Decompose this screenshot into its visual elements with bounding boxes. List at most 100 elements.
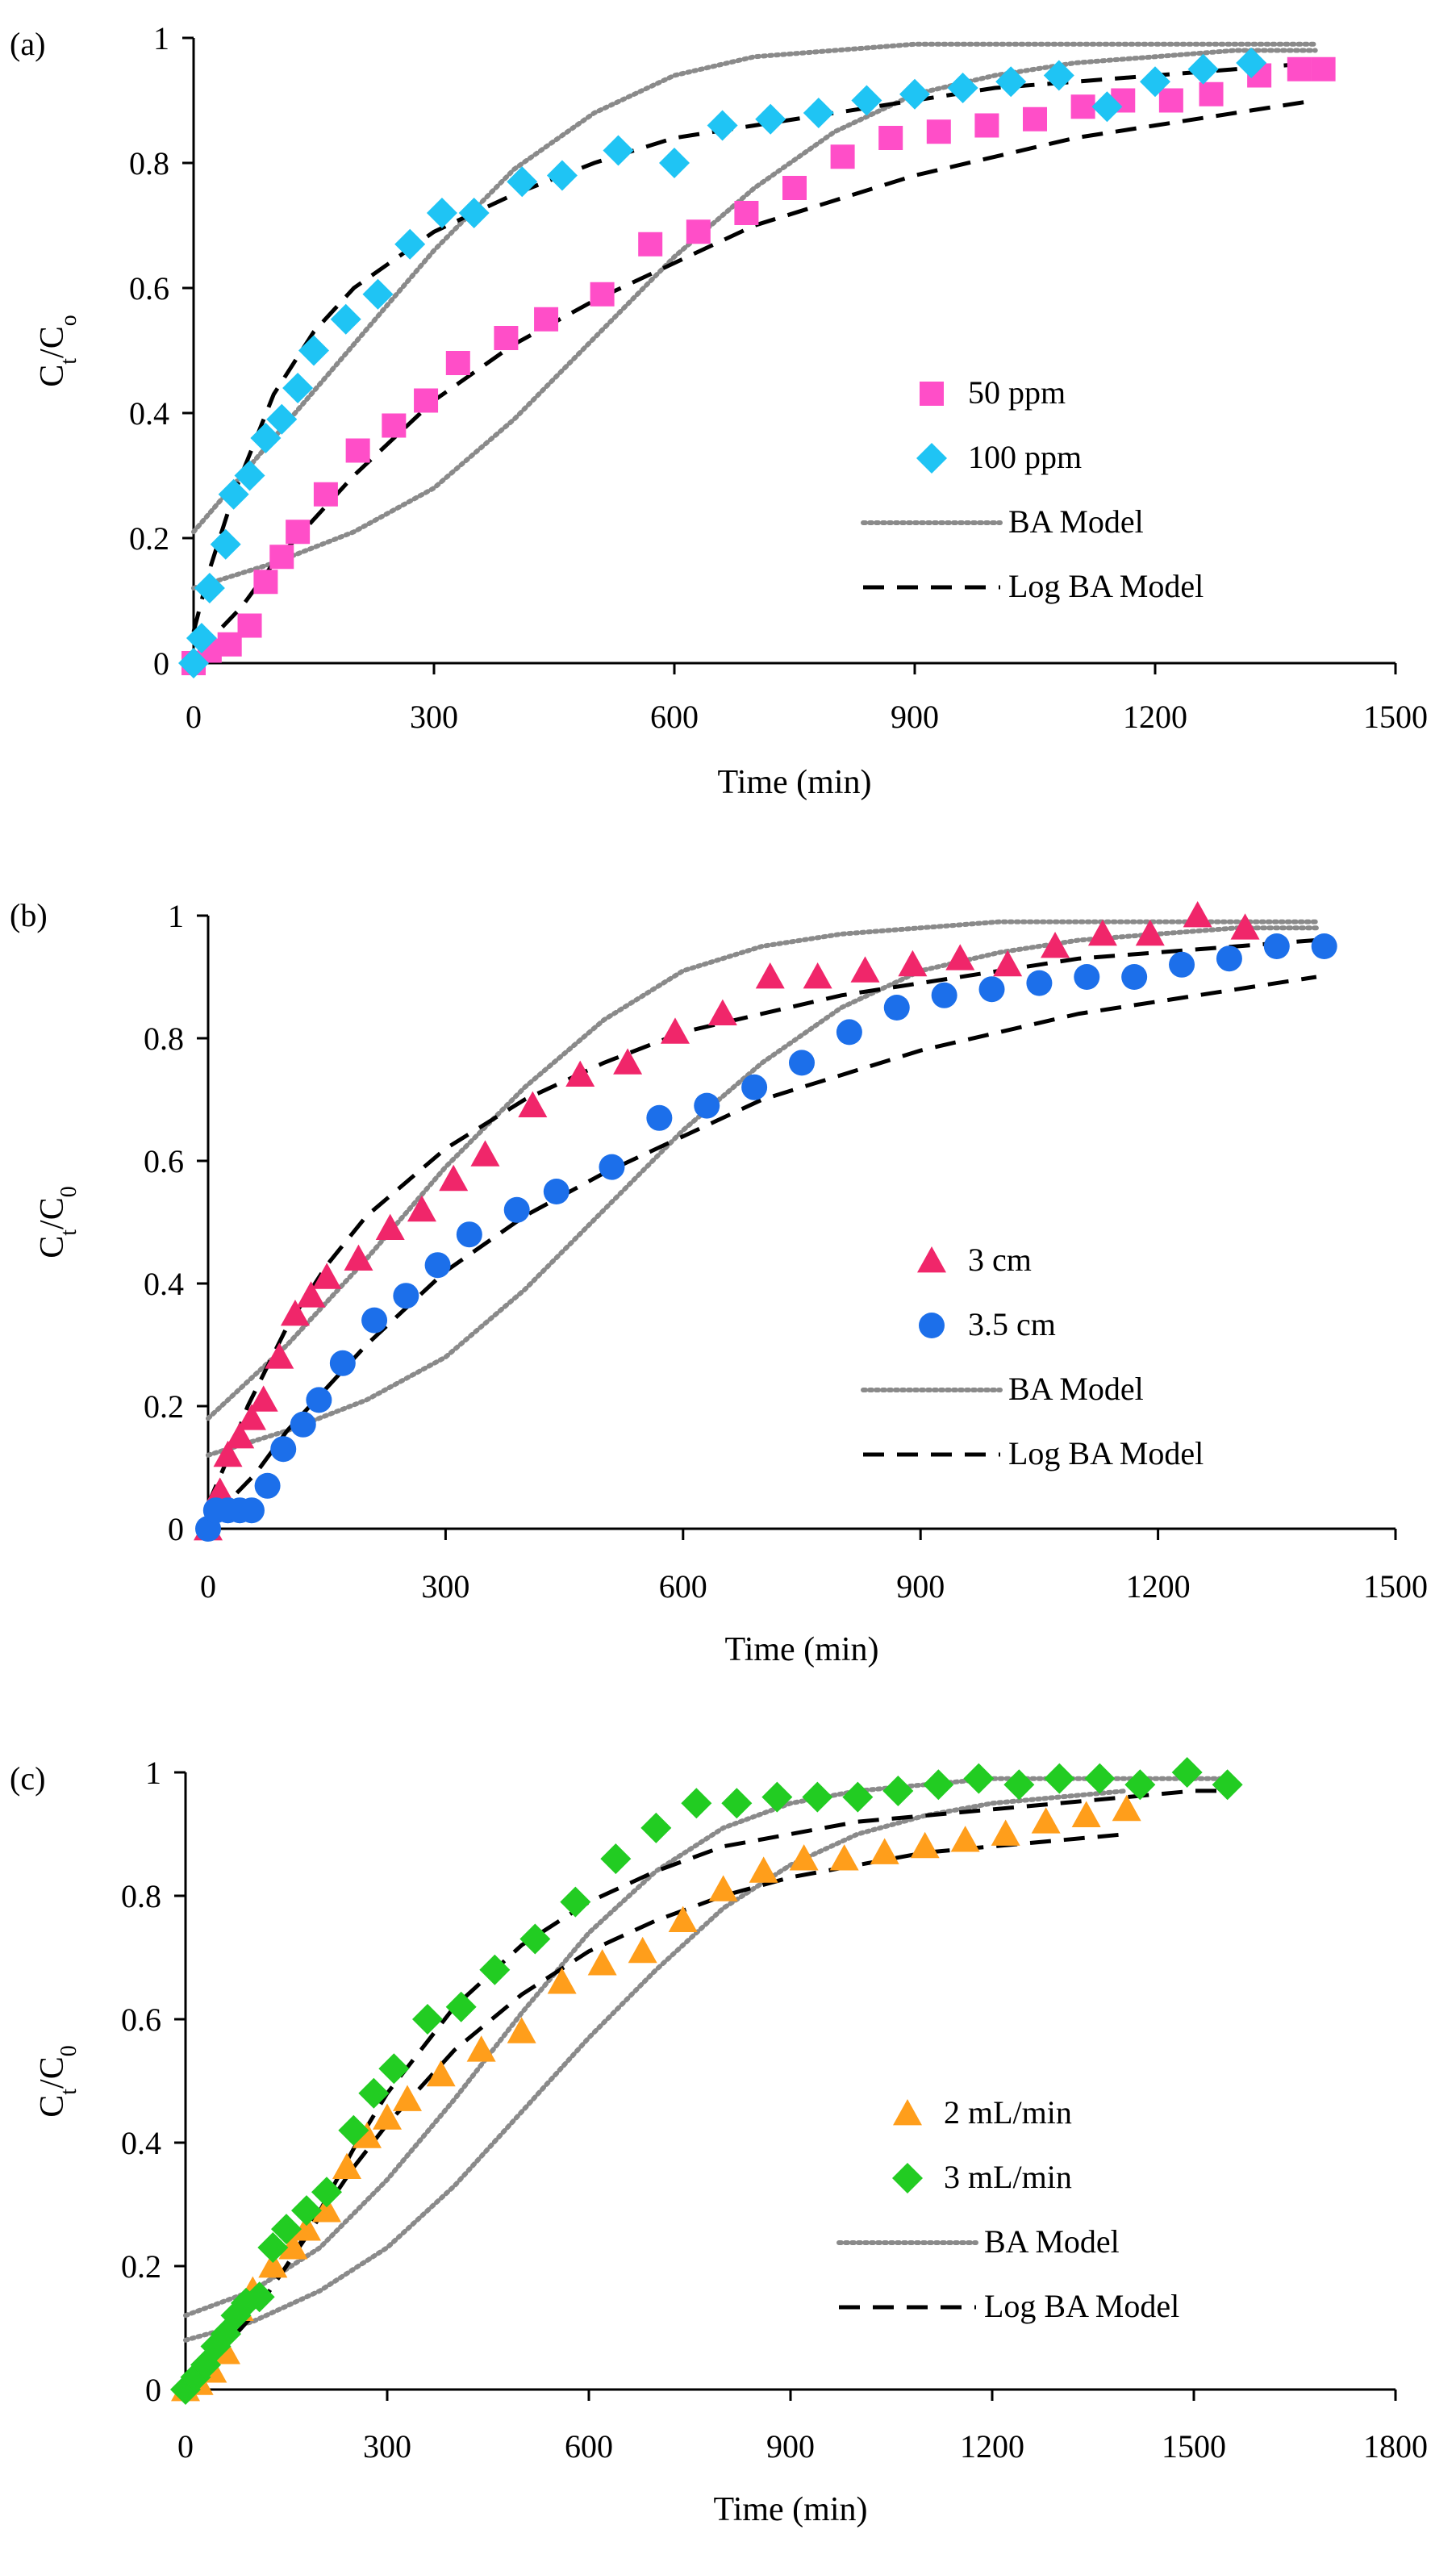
data-point (414, 388, 439, 413)
data-point (599, 1154, 625, 1180)
data-point (1087, 919, 1117, 946)
data-point (1230, 913, 1260, 940)
data-point (250, 423, 282, 453)
data-point (238, 1497, 265, 1524)
data-point (1311, 933, 1337, 959)
data-point (194, 573, 225, 603)
x-tick-label: 1200 (960, 2428, 1024, 2465)
data-point (803, 98, 834, 128)
data-point (378, 2053, 410, 2085)
legend-label: BA Model (984, 2223, 1120, 2260)
x-tick-label: 0 (186, 699, 202, 735)
legend-marker (893, 2099, 922, 2126)
x-tick-label: 0 (200, 1568, 216, 1605)
data-point (945, 944, 975, 970)
data-point (494, 326, 519, 350)
data-point (282, 373, 314, 403)
panel-label: (c) (10, 1760, 45, 1797)
data-point (850, 956, 880, 983)
data-point (878, 126, 903, 150)
data-point (708, 1875, 738, 1901)
data-point (258, 2252, 288, 2278)
series-100-ppm (178, 48, 1267, 678)
data-point (1044, 1763, 1075, 1794)
data-point (373, 2103, 402, 2130)
x-tick-label: 300 (421, 1568, 469, 1605)
data-point (254, 1472, 281, 1499)
data-point (686, 219, 711, 244)
data-point (330, 303, 361, 335)
data-point (1187, 53, 1219, 85)
legend: 2 mL/min 3 mL/min BA Model Log BA Model (836, 2094, 1179, 2324)
legend-label: Log BA Model (984, 2288, 1179, 2324)
data-point (412, 2004, 443, 2035)
legend-label: 100 ppm (968, 439, 1082, 475)
data-point (721, 1788, 753, 1819)
data-point (393, 1283, 419, 1309)
data-point (244, 2281, 275, 2313)
data-point (565, 1060, 595, 1087)
data-point (741, 1074, 768, 1100)
data-point (479, 1954, 511, 1985)
data-point (338, 2114, 369, 2146)
data-point (882, 1775, 914, 1806)
data-point (668, 1905, 698, 1932)
data-point (213, 1440, 243, 1467)
data-point (1263, 933, 1290, 959)
y-tick-label: 0.6 (144, 1143, 184, 1179)
panel-label: (a) (10, 26, 45, 62)
data-point (210, 528, 241, 560)
series-line-ba-model (206, 919, 1319, 1421)
x-tick-label: 600 (659, 1568, 707, 1605)
data-point (1121, 964, 1148, 990)
x-tick-label: 1500 (1162, 2428, 1226, 2465)
data-point (1171, 1757, 1203, 1788)
legend-label: 3 cm (968, 1242, 1032, 1278)
data-point (311, 2177, 342, 2208)
data-point (257, 2232, 289, 2264)
data-point (638, 232, 663, 257)
x-axis-title: Time (min) (725, 1631, 879, 1668)
data-point (426, 198, 457, 228)
data-point (306, 1387, 332, 1413)
x-tick-label: 1200 (1123, 699, 1187, 735)
data-point (1135, 919, 1165, 946)
data-point (290, 1411, 316, 1438)
data-point (1031, 1807, 1061, 1834)
chart-panel-3: (c) 0 300 600 900 1200 1500 1800 0 0.2 0.4 0.6 0.8 1 T… (10, 1755, 1428, 2528)
data-point (755, 103, 786, 135)
data-point (993, 950, 1023, 977)
series-line-log-ba-model (192, 98, 1316, 647)
series-line-ba-model-3-5-cm- (206, 925, 1319, 1458)
data-point (470, 1140, 500, 1167)
legend-marker (917, 1246, 946, 1273)
y-tick-label: 0.2 (144, 1388, 184, 1425)
x-tick-label: 600 (565, 2428, 613, 2465)
data-point (248, 1385, 278, 1412)
data-point (1026, 970, 1053, 996)
data-point (947, 73, 978, 103)
data-point (978, 976, 1005, 1003)
data-point (991, 1819, 1020, 1846)
legend: 3 cm 3.5 cm BA Model Log BA Model (861, 1242, 1204, 1471)
x-tick-label: 300 (363, 2428, 411, 2465)
data-point (1112, 1794, 1141, 1822)
chart-panel-1: (a) 0 300 600 900 1200 1500 0 0.2 0.4 0.6 0.8 1 Time … (10, 20, 1428, 801)
data-point (749, 1856, 778, 1883)
data-point (445, 1991, 477, 2022)
data-point (456, 1221, 482, 1248)
y-axis-title: Ct/Co (34, 315, 81, 386)
series-3-5-cm (195, 933, 1337, 1542)
data-point (836, 1019, 862, 1046)
data-point (761, 1781, 793, 1813)
data-point (681, 1788, 712, 1819)
data-point (546, 160, 578, 191)
y-tick-label: 0.8 (144, 1021, 184, 1057)
data-point (186, 623, 217, 653)
data-point (234, 460, 265, 491)
data-point (1236, 48, 1267, 78)
data-point (394, 228, 426, 260)
data-point (225, 1422, 255, 1449)
legend-marker (916, 443, 947, 474)
